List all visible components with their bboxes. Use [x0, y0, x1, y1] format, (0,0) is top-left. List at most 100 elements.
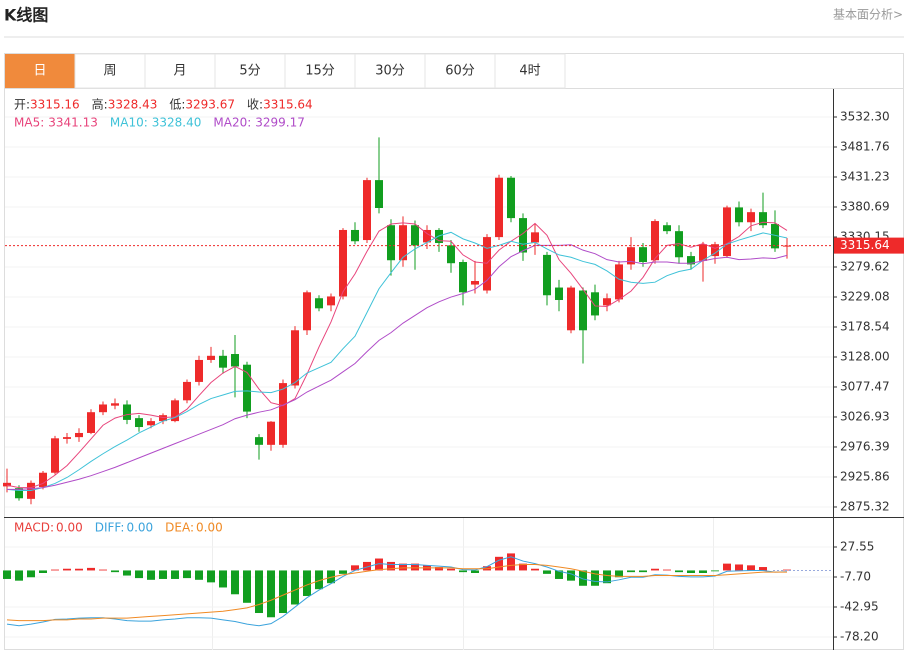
- y-tick-label: 3532.30: [840, 110, 890, 124]
- info-value: 3328.43: [108, 98, 158, 112]
- candle-body: [507, 177, 515, 219]
- macd-bar: [543, 570, 551, 574]
- macd-bar: [603, 570, 611, 584]
- info-label: 高:: [92, 97, 108, 112]
- macd-bar: [675, 570, 683, 573]
- tab[interactable]: [494, 53, 566, 89]
- macd-bar: [447, 568, 455, 571]
- macd-bar: [627, 570, 635, 573]
- candle-body: [291, 330, 299, 386]
- y-tick-label: 3128.00: [840, 349, 890, 363]
- candle-body: [579, 290, 587, 331]
- info-value: 3315.64: [263, 98, 313, 112]
- tab-label[interactable]: 30分: [375, 64, 405, 79]
- tab[interactable]: [354, 53, 426, 89]
- candle-body: [483, 237, 491, 291]
- candle-body: [135, 418, 143, 428]
- macd-bar: [99, 569, 107, 571]
- candle-body: [411, 225, 419, 246]
- y-tick-label: 3279.62: [840, 259, 890, 273]
- candle-body: [627, 247, 635, 265]
- macd-bar: [519, 563, 527, 571]
- macd-legend-name: MACD:: [14, 521, 54, 535]
- y-tick-label: -42.95: [840, 600, 879, 614]
- macd-bar: [15, 570, 23, 581]
- macd-bar: [3, 570, 11, 579]
- candle-body: [279, 383, 287, 445]
- candle-body: [735, 207, 743, 223]
- ma-legend-name: MA20:: [213, 116, 251, 130]
- fundamental-link[interactable]: 基本面分析>: [833, 8, 903, 22]
- macd-legend-name: DIFF:: [95, 521, 125, 535]
- candle-body: [363, 180, 371, 241]
- tab-label[interactable]: 15分: [305, 64, 335, 79]
- candle-body: [63, 437, 71, 439]
- candle-body: [747, 212, 755, 223]
- macd-bar: [243, 570, 251, 603]
- macd-bar: [339, 570, 347, 574]
- info-label: 低:: [169, 98, 185, 112]
- tab[interactable]: [5, 54, 75, 88]
- y-tick-label: 3380.69: [840, 199, 890, 213]
- macd-bar: [51, 569, 59, 571]
- candle-body: [531, 232, 539, 243]
- macd-bar: [591, 570, 599, 586]
- macd-bar: [663, 569, 671, 571]
- macd-legend-value: 0.00: [196, 521, 223, 535]
- macd-bar: [555, 570, 563, 579]
- macd-bar: [651, 568, 659, 571]
- candle-body: [39, 472, 47, 487]
- candle-body: [495, 177, 503, 238]
- macd-bar: [147, 570, 155, 580]
- macd-bar: [747, 565, 755, 571]
- candle-body: [123, 404, 131, 420]
- candle-body: [339, 229, 347, 297]
- macd-bar: [219, 570, 227, 588]
- macd-bar: [111, 570, 119, 573]
- tab-label[interactable]: 5分: [239, 64, 260, 79]
- candle-body: [555, 287, 563, 301]
- tab-label[interactable]: 60分: [445, 64, 475, 79]
- macd-bar: [291, 570, 299, 605]
- macd-bar: [711, 570, 719, 572]
- page-title: K线图: [4, 6, 48, 25]
- ma-legend-value: 3341.13: [48, 116, 98, 130]
- tab-label[interactable]: 日: [33, 64, 46, 79]
- candle-body: [195, 359, 203, 382]
- tab-label[interactable]: 4时: [519, 64, 540, 79]
- macd-bar: [735, 564, 743, 571]
- macd-legend-name: DEA:: [165, 521, 194, 535]
- macd-bar: [459, 570, 467, 573]
- candle-body: [327, 296, 335, 306]
- candle-body: [399, 225, 407, 261]
- macd-bar: [267, 570, 275, 618]
- last-price-label: 3315.64: [840, 238, 890, 252]
- candle-body: [639, 247, 647, 263]
- candle-body: [651, 221, 659, 261]
- macd-bar: [183, 570, 191, 579]
- macd-bar: [135, 570, 143, 579]
- candle-body: [603, 298, 611, 306]
- candle-body: [159, 415, 167, 422]
- candle-body: [351, 229, 359, 242]
- candle-body: [423, 229, 431, 243]
- candle-body: [711, 244, 719, 257]
- tab-label[interactable]: 月: [173, 64, 186, 79]
- y-tick-label: 3481.76: [840, 140, 890, 154]
- tab[interactable]: [284, 53, 356, 89]
- macd-bar: [363, 561, 371, 571]
- y-tick-label: 27.55: [840, 539, 874, 553]
- candle-body: [675, 231, 683, 258]
- candle-body: [15, 488, 23, 499]
- tab-label[interactable]: 周: [103, 64, 116, 79]
- macd-bar: [207, 570, 215, 583]
- macd-bar: [687, 570, 695, 573]
- tab[interactable]: [424, 53, 496, 89]
- tab[interactable]: [214, 53, 286, 89]
- info-label: 收:: [247, 98, 263, 112]
- tab[interactable]: [144, 53, 216, 89]
- info-value: 3293.67: [185, 98, 235, 112]
- candle-body: [387, 225, 395, 261]
- macd-bar: [315, 570, 323, 590]
- macd-bar: [387, 561, 395, 571]
